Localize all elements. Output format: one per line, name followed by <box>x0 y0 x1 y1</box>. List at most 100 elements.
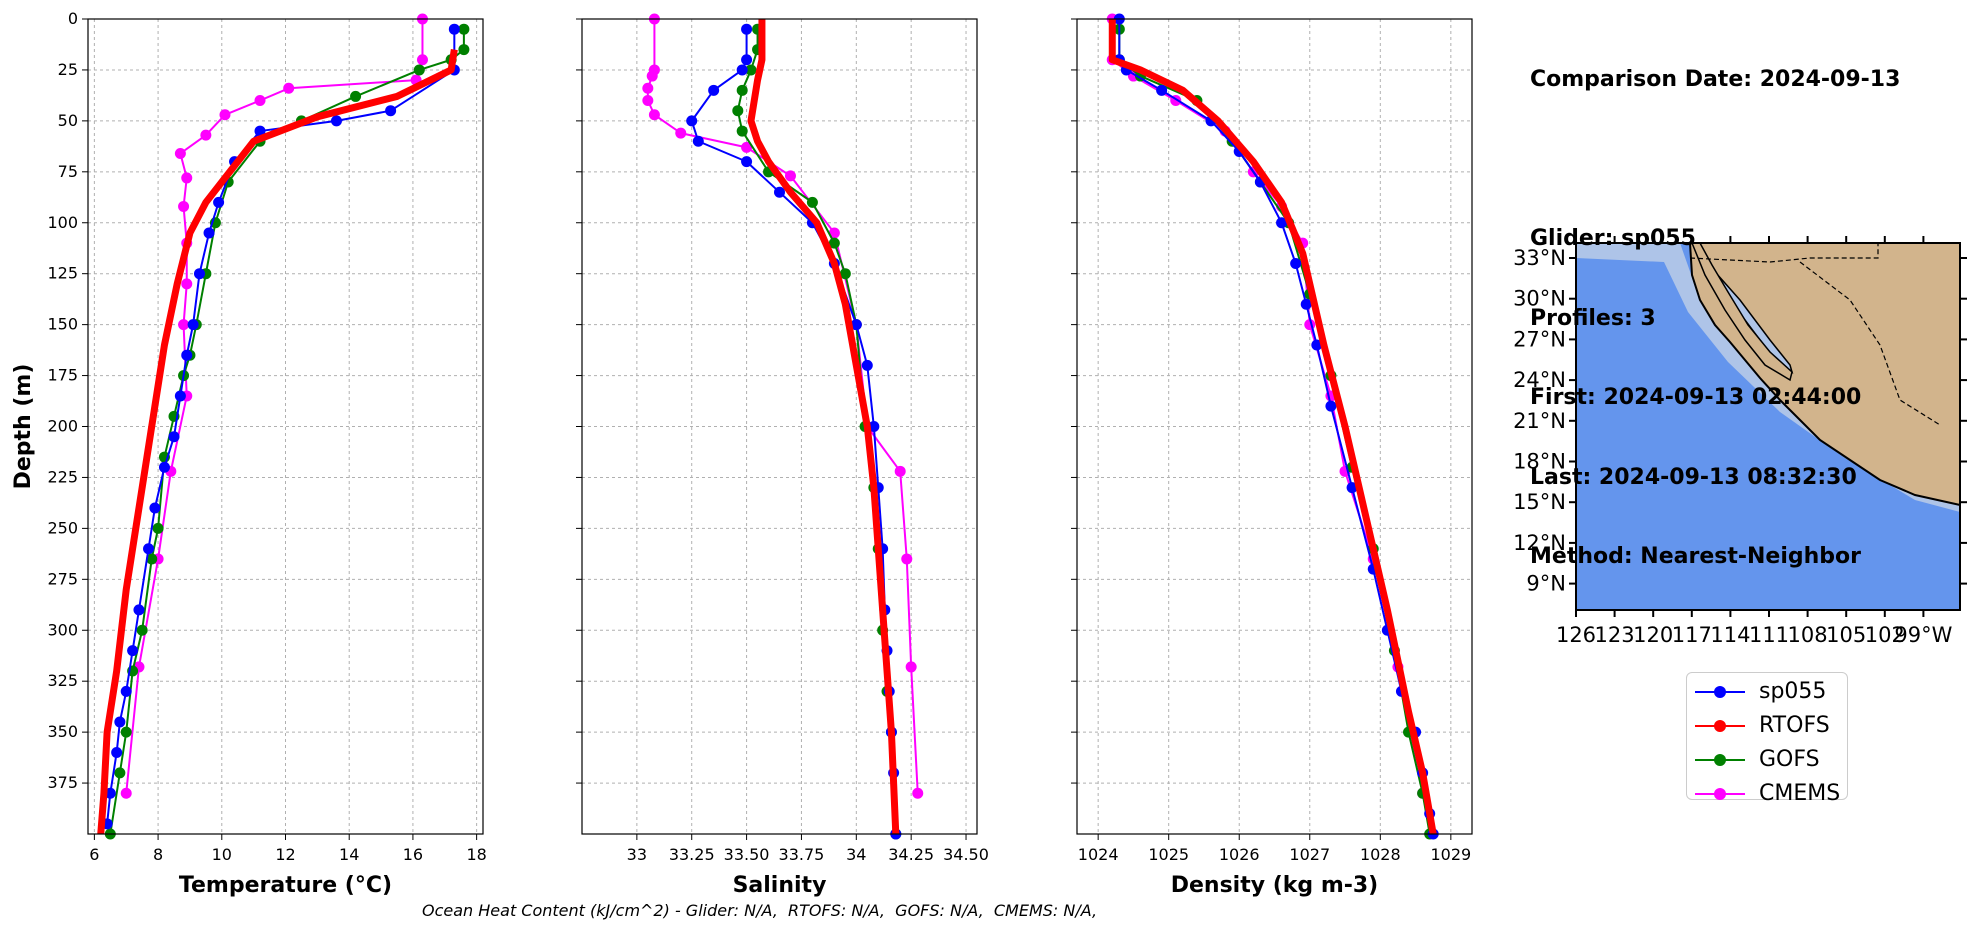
data-point-gofs <box>458 23 470 35</box>
y-tick-label: 300 <box>47 620 78 639</box>
data-point-cmems <box>894 465 906 477</box>
data-point-sp055 <box>133 604 145 616</box>
data-point-sp055 <box>1311 339 1323 351</box>
data-point-sp055 <box>708 84 720 96</box>
legend-marker <box>1714 754 1726 766</box>
data-point-sp055 <box>168 431 180 443</box>
lon-label: 111 <box>1749 623 1789 647</box>
series-line-cmems <box>1111 19 1424 794</box>
data-point-sp055 <box>385 105 397 117</box>
data-point-sp055 <box>158 461 170 473</box>
y-tick-label: 200 <box>47 417 78 436</box>
legend-label: CMEMS <box>1759 781 1841 806</box>
data-point-sp055 <box>143 543 155 555</box>
lat-label: 24°N <box>1513 368 1566 392</box>
data-point-sp055 <box>330 115 342 127</box>
x-tick-label: 16 <box>403 845 423 864</box>
lat-label: 33°N <box>1513 246 1566 270</box>
x-tick-label: 1025 <box>1148 845 1189 864</box>
data-point-cmems <box>905 661 917 673</box>
data-point-gofs <box>458 44 470 56</box>
x-tick-label: 10 <box>212 845 232 864</box>
x-tick-label: 6 <box>89 845 99 864</box>
data-point-sp055 <box>1346 482 1358 494</box>
data-point-sp055 <box>127 645 139 657</box>
data-point-sp055 <box>448 23 460 35</box>
x-tick-label: 8 <box>153 845 163 864</box>
plot-frame <box>1076 18 1473 835</box>
data-point-cmems <box>642 95 654 106</box>
legend-swatch-cmems <box>1695 788 1745 800</box>
legend-marker <box>1714 720 1726 732</box>
lon-label: 99°W <box>1894 623 1952 647</box>
data-point-cmems <box>912 787 924 799</box>
y-tick-label: 25 <box>58 60 78 79</box>
series-line-cmems <box>125 19 424 794</box>
method: Method: Nearest-Neighbor <box>1530 544 1861 569</box>
data-point-cmems <box>283 82 295 94</box>
lat-label: 12°N <box>1513 531 1566 555</box>
x-tick-label: 33.25 <box>669 845 715 864</box>
legend-label: RTOFS <box>1759 713 1830 738</box>
data-point-gofs <box>120 726 132 738</box>
x-tick-label: 1024 <box>1078 845 1119 864</box>
x-tick-label: 12 <box>275 845 295 864</box>
x-axis-label: Temperature (°C) <box>179 873 392 898</box>
y-tick-label: 125 <box>47 264 78 283</box>
lat-label: 30°N <box>1513 287 1566 311</box>
data-point-sp055 <box>254 125 266 137</box>
last-time: Last: 2024-09-13 08:32:30 <box>1530 464 1857 490</box>
data-point-gofs <box>839 268 851 280</box>
data-point-sp055 <box>850 319 862 331</box>
data-point-sp055 <box>741 156 753 168</box>
map-border <box>1799 261 1941 426</box>
data-point-sp055 <box>213 196 225 208</box>
data-point-gofs <box>413 64 425 76</box>
data-point-gofs <box>745 64 757 76</box>
legend-label: GOFS <box>1759 747 1820 772</box>
data-point-gofs <box>806 196 818 208</box>
data-point-gofs <box>828 237 840 249</box>
info-spacer <box>1530 147 1900 174</box>
data-point-cmems <box>200 129 212 141</box>
legend-item-sp055: sp055 <box>1687 675 1847 709</box>
data-point-sp055 <box>868 421 880 432</box>
glider-name: Glider: sp055 <box>1530 226 1696 251</box>
panel-density: 1024 1025 1026 1027 1028 1029 Density (kg m-3) <box>1071 13 1473 898</box>
series-line-rtofs <box>97 49 458 835</box>
x-tick-label: 34.50 <box>943 845 989 864</box>
series-line-cmems <box>646 19 919 794</box>
map-land <box>1688 242 1961 507</box>
first-time: First: 2024-09-13 02:44:00 <box>1530 385 1862 410</box>
x-tick-label: 1026 <box>1219 845 1260 864</box>
lon-label: 102 <box>1865 623 1905 647</box>
map-border <box>1689 243 1879 263</box>
data-point-cmems <box>181 278 193 290</box>
y-tick-label: 75 <box>58 162 78 181</box>
legend-marker <box>1714 686 1726 698</box>
x-tick-label: 1027 <box>1289 845 1330 864</box>
panel-temperature: 6 8 10 12 14 16 18 0 25 50 75 100 125 150 175 200 225 250… <box>11 9 487 898</box>
data-point-sp055 <box>1276 217 1288 229</box>
data-point-gofs <box>732 105 744 117</box>
x-tick-label: 18 <box>466 845 486 864</box>
data-point-cmems <box>648 109 660 121</box>
x-tick-label: 1029 <box>1430 845 1471 864</box>
lat-label: 18°N <box>1513 450 1566 474</box>
data-point-cmems <box>254 95 266 106</box>
x-axis-label: Density (kg m-3) <box>1171 873 1379 898</box>
data-point-sp055 <box>741 23 753 35</box>
lon-label: 120 <box>1633 623 1673 647</box>
data-point-sp055 <box>861 359 873 371</box>
data-point-sp055 <box>111 747 123 758</box>
data-point-sp055 <box>1325 400 1337 412</box>
data-point-cmems <box>646 70 658 82</box>
y-tick-label: 275 <box>47 569 78 588</box>
y-tick-label: 375 <box>47 773 78 792</box>
y-tick-label: 175 <box>47 366 78 385</box>
y-tick-label: 250 <box>47 518 78 537</box>
x-tick-label: 1028 <box>1360 845 1401 864</box>
map-inset: 33°N30°N27°N24°N21°N18°N15°N12°N9°N12612… <box>1513 236 1967 647</box>
legend-label: sp055 <box>1759 679 1827 704</box>
